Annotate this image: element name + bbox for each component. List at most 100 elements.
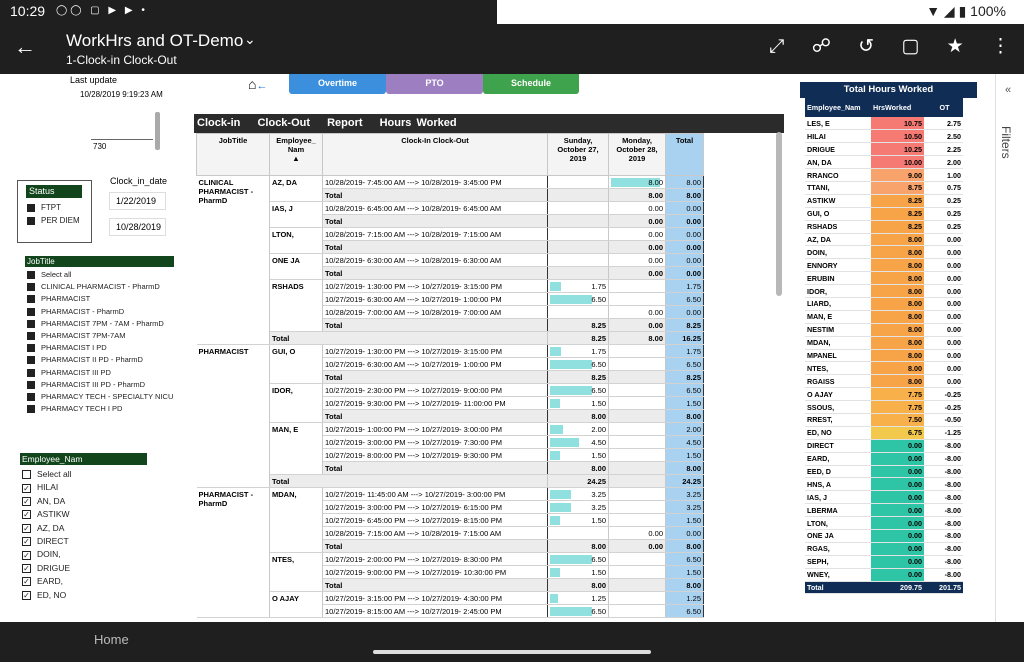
checkbox-icon[interactable] xyxy=(27,307,35,316)
jobtitle-option[interactable]: PHARMACIST xyxy=(27,294,90,304)
nav-home[interactable]: Home xyxy=(94,632,129,647)
checkbox-icon[interactable] xyxy=(27,405,35,414)
checked-checkbox-icon[interactable]: ✓ xyxy=(22,550,31,560)
back-arrow-icon[interactable]: ← xyxy=(14,34,36,59)
col-clock[interactable]: Clock-In Clock-Out xyxy=(322,133,548,176)
checkbox-icon[interactable] xyxy=(27,283,35,292)
table-row[interactable]: 10/28/2019- 7:00:00 AM ---> 10/28/2019- … xyxy=(197,305,704,319)
table-row[interactable]: SEPH, 0.00 -8.00 xyxy=(805,555,963,569)
table-row[interactable]: MDAN, 8.00 0.00 xyxy=(805,336,963,350)
filters-label[interactable]: Filters xyxy=(999,126,1013,159)
table-row[interactable]: 10/27/2019- 8:15:00 AM ---> 10/27/2019- … xyxy=(197,604,704,618)
checkbox-icon[interactable] xyxy=(27,332,35,341)
table-row[interactable]: PHARMACIST - PharmD MDAN, 10/27/2019- 11:4… xyxy=(196,487,704,618)
table-row[interactable]: ASTIKW 8.25 0.25 xyxy=(805,194,963,208)
table-row[interactable]: NTES, 10/27/2019- 2:00:00 PM ---> 10/27/2… xyxy=(197,552,704,592)
date-from-input[interactable]: 1/22/2019 xyxy=(109,192,166,210)
table-scrollbar[interactable] xyxy=(776,132,782,296)
checked-checkbox-icon[interactable]: ✓ xyxy=(22,483,31,493)
employee-option[interactable]: ✓ AZ, DA xyxy=(22,523,64,533)
jobtitle-option[interactable]: PHARMACIST III PD - PharmD xyxy=(27,380,145,389)
table-row[interactable]: ERUBIN 8.00 0.00 xyxy=(805,271,963,286)
table-row[interactable]: AN, DA 10.00 2.00 xyxy=(805,155,963,170)
table-row[interactable]: WNEY, 0.00 -8.00 xyxy=(805,568,963,582)
jobtitle-option[interactable]: PHARMACIST II PD - PharmD xyxy=(27,355,143,365)
jobtitle-option[interactable]: PHARMACIST 7PM-7AM xyxy=(27,331,125,341)
table-row[interactable]: EARD, 0.00 -8.00 xyxy=(805,452,963,466)
table-row[interactable]: LTON, 0.00 -8.00 xyxy=(805,516,963,530)
subtotal-row[interactable]: Total 8.00 8.00 xyxy=(197,188,704,202)
table-row[interactable]: DIRECT 0.00 -8.00 xyxy=(805,439,963,453)
checkbox-icon[interactable] xyxy=(27,356,35,365)
checkbox-icon[interactable] xyxy=(22,470,31,480)
table-row[interactable]: RSHADS 8.25 0.25 xyxy=(805,220,963,234)
table-row[interactable]: IDOR, 8.00 0.00 xyxy=(805,284,963,298)
table-row[interactable]: 10/27/2019- 6:30:00 AM ---> 10/27/2019- … xyxy=(197,292,704,306)
jobtitle-option[interactable]: PHARMACIST III PD xyxy=(27,368,111,377)
date-to-input[interactable]: 10/28/2019 xyxy=(109,218,166,236)
subtotal-row[interactable]: Total 8.00 0.00 8.00 xyxy=(197,539,704,553)
table-row[interactable]: SSOUS, 7.75 -0.25 xyxy=(805,400,963,414)
table-row[interactable]: RSHADS 10/27/2019- 1:30:00 PM ---> 10/27/… xyxy=(197,279,704,332)
report-title[interactable]: WorkHrs and OT-Demo xyxy=(66,31,244,50)
table-row[interactable]: IAS, J 0.00 -8.00 xyxy=(805,490,963,505)
employee-option[interactable]: ✓ DOIN, xyxy=(22,549,61,560)
table-row[interactable]: ED, NO 6.75 -1.25 xyxy=(805,426,963,440)
subtotal-row[interactable]: Total 0.00 0.00 xyxy=(197,266,704,280)
employee-option[interactable]: ✓ ASTIKW xyxy=(22,509,70,520)
table-row[interactable]: RGAISS 8.00 0.00 xyxy=(805,374,963,389)
reset-icon[interactable]: ↺ xyxy=(858,36,875,57)
checkbox-icon[interactable] xyxy=(27,344,35,353)
table-row[interactable]: HNS, A 0.00 -8.00 xyxy=(805,477,963,492)
subtotal-row[interactable]: Total 8.00 8.00 xyxy=(197,409,704,423)
table-row[interactable]: MPANEL 8.00 0.00 xyxy=(805,349,963,363)
checked-checkbox-icon[interactable]: ✓ xyxy=(22,523,31,533)
checked-checkbox-icon[interactable]: ✓ xyxy=(22,590,31,600)
status-option[interactable]: FTPT xyxy=(27,203,61,212)
table-row[interactable]: TTANI, 8.75 0.75 xyxy=(805,181,963,195)
table-row[interactable]: 10/27/2019- 8:00:00 PM ---> 10/27/2019- … xyxy=(197,448,704,462)
employee-option[interactable]: ✓ DIRECT xyxy=(22,536,69,547)
gesture-pill[interactable] xyxy=(373,650,651,654)
table-row[interactable]: LBERMA 0.00 -8.00 xyxy=(805,503,963,518)
employee-option[interactable]: ✓ EARD, xyxy=(22,576,63,587)
checkbox-icon[interactable] xyxy=(27,216,35,225)
jobtitle-option[interactable]: PHARMACY TECH I PD xyxy=(27,404,122,414)
jobtitle-option[interactable]: PHARMACIST 7PM - 7AM - PharmD xyxy=(27,319,164,328)
subtotal-row[interactable]: Total 8.00 8.00 xyxy=(197,461,704,475)
table-row[interactable]: EED, D 0.00 -8.00 xyxy=(805,465,963,479)
table-row[interactable]: DRIGUE 10.25 2.25 xyxy=(805,142,963,157)
employee-option[interactable]: ✓ HILAI xyxy=(22,482,58,493)
more-options-icon[interactable]: ⋮ xyxy=(991,36,1010,57)
table-row[interactable]: 10/27/2019- 9:30:00 PM ---> 10/27/2019- … xyxy=(197,396,704,410)
table-row[interactable]: PHARMACIST GUI, O 10/27/2019- 1:30:00 PM -… xyxy=(196,344,704,488)
table-row[interactable]: LIARD, 8.00 0.00 xyxy=(805,297,963,311)
subtotal-row[interactable]: Total 0.00 0.00 xyxy=(197,240,704,254)
checkbox-icon[interactable] xyxy=(27,393,35,402)
checked-checkbox-icon[interactable]: ✓ xyxy=(22,564,31,574)
subtotal-row[interactable]: Total 8.00 8.00 xyxy=(197,578,704,592)
table-row[interactable]: ONE JA 0.00 -8.00 xyxy=(805,529,963,543)
col-sunday[interactable]: Sunday, October 27, 2019 xyxy=(547,133,609,176)
table-row[interactable]: NESTIM 8.00 0.00 xyxy=(805,323,963,337)
table-row[interactable]: O AJAY 7.75 -0.25 xyxy=(805,387,963,402)
checkbox-icon[interactable] xyxy=(27,368,35,377)
table-row[interactable]: ONE JA 10/28/2019- 6:30:00 AM ---> 10/28/… xyxy=(197,253,704,280)
employee-option[interactable]: Select all xyxy=(22,469,72,480)
jobtitle-option[interactable]: PHARMACY TECH - SPECIALTY NICU xyxy=(27,392,173,402)
table-row[interactable]: CLINICAL PHARMACIST - PharmD AZ, DA 10/28/… xyxy=(196,175,704,345)
checkbox-icon[interactable] xyxy=(27,295,35,304)
table-row[interactable]: IAS, J 10/28/2019- 6:45:00 AM ---> 10/28/… xyxy=(197,201,704,228)
tab-overtime[interactable]: Overtime xyxy=(289,74,386,94)
table-row[interactable]: HILAI 10.50 2.50 xyxy=(805,129,963,144)
table-row[interactable]: RREST, 7.50 -0.50 xyxy=(805,413,963,427)
table-row[interactable]: 10/27/2019- 6:30:00 AM ---> 10/27/2019- … xyxy=(197,357,704,371)
table-row[interactable]: RRANCO 9.00 1.00 xyxy=(805,168,963,182)
jobtitle-option[interactable]: PHARMACIST I PD xyxy=(27,343,107,353)
checked-checkbox-icon[interactable]: ✓ xyxy=(22,510,31,520)
table-row[interactable]: 10/27/2019- 3:00:00 PM ---> 10/27/2019- … xyxy=(197,435,704,449)
checked-checkbox-icon[interactable]: ✓ xyxy=(22,537,31,547)
jobtitle-option[interactable]: Select all xyxy=(27,270,71,280)
rcol-employee[interactable]: Employee_Nam xyxy=(805,98,871,117)
checked-checkbox-icon[interactable]: ✓ xyxy=(22,577,31,587)
